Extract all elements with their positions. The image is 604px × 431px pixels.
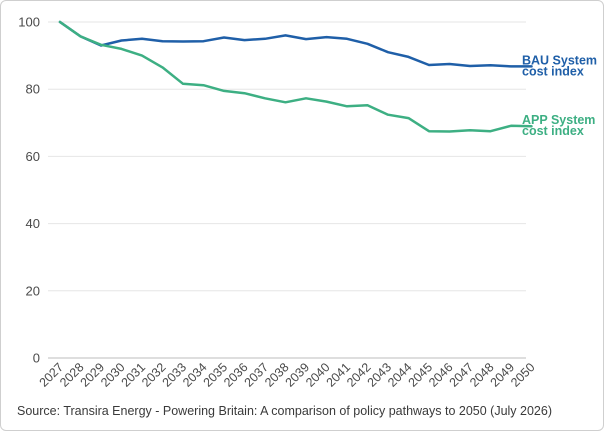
y-tick-label: 0 bbox=[33, 351, 40, 366]
y-tick-label: 20 bbox=[26, 283, 40, 298]
series-label-line: cost index bbox=[522, 124, 584, 138]
y-tick-label: 100 bbox=[18, 15, 40, 30]
y-tick-label: 60 bbox=[26, 149, 40, 164]
source-note: Source: Transira Energy - Powering Brita… bbox=[17, 404, 552, 418]
series-line-bau bbox=[58, 20, 533, 68]
series-label-bau: BAU System cost index bbox=[522, 53, 597, 78]
series-label-line: APP System bbox=[522, 113, 595, 127]
y-axis-ticks: 0 20 40 60 80 100 bbox=[18, 15, 40, 366]
series-label-app: APP System cost index bbox=[522, 113, 595, 138]
y-tick-label: 80 bbox=[26, 82, 40, 97]
series-line-app bbox=[58, 20, 533, 133]
x-axis-ticks: 2027202820292030203120322033203420352036… bbox=[37, 360, 538, 390]
x-tick-label: 2050 bbox=[508, 360, 538, 390]
series-label-line: BAU System bbox=[522, 53, 597, 67]
series-lines bbox=[58, 20, 533, 133]
gridlines bbox=[48, 21, 526, 359]
y-tick-label: 40 bbox=[26, 216, 40, 231]
series-label-line: cost index bbox=[522, 64, 584, 78]
